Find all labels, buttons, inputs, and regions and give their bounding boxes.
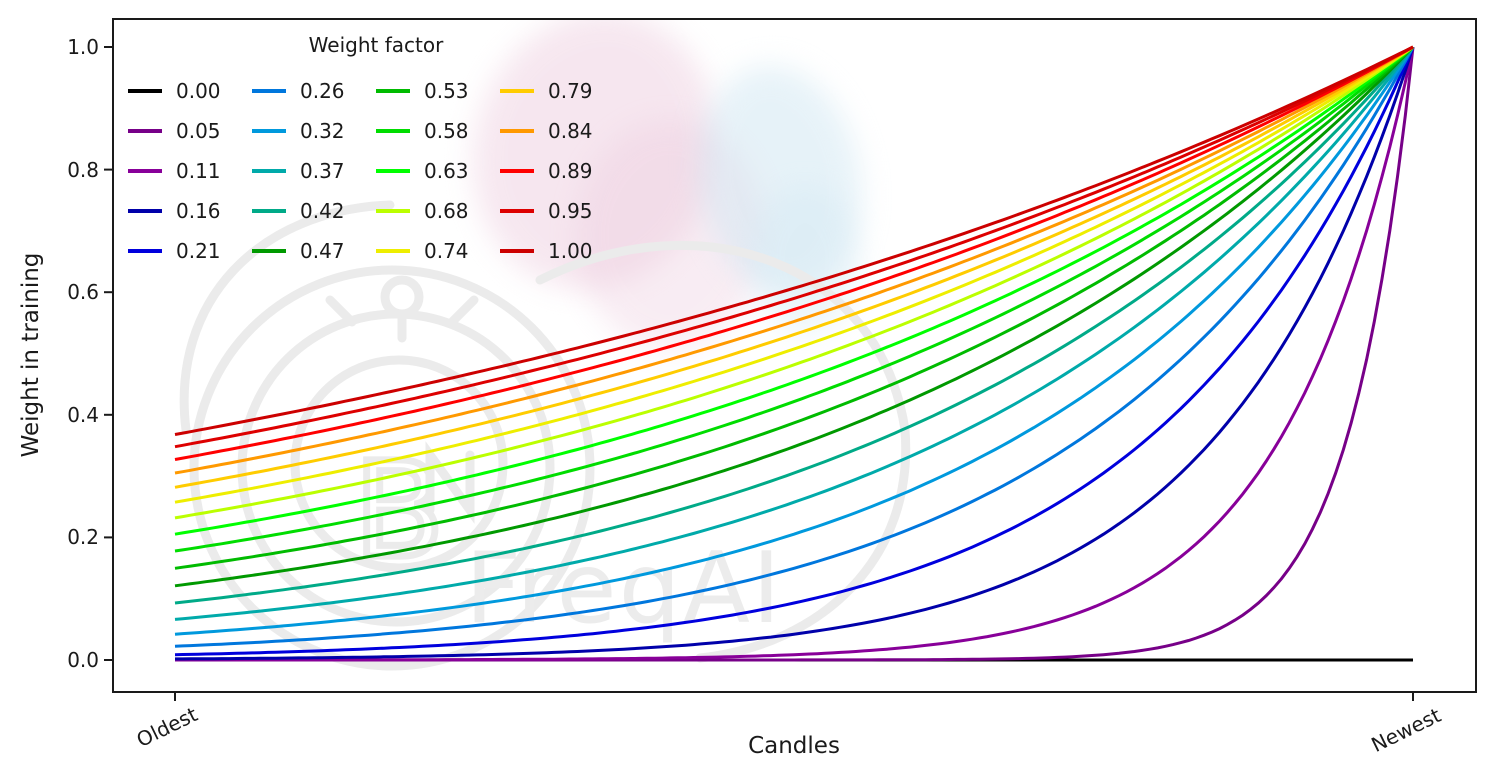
legend-entry: 0.05	[128, 111, 252, 151]
curve-1.00	[174, 45, 1414, 436]
legend-swatch-line	[128, 89, 162, 93]
curve-0.95	[174, 45, 1414, 449]
legend-entry: 0.47	[252, 231, 376, 271]
legend-swatch-line	[252, 129, 286, 133]
curve-0.16	[175, 46, 1415, 661]
legend-swatch-line	[252, 209, 286, 213]
legend-swatch-line	[128, 169, 162, 173]
legend-entry-label: 0.00	[176, 79, 221, 103]
legend-swatch-line	[500, 249, 534, 253]
legend-entry: 0.68	[376, 191, 500, 231]
y-tick-label: 0.0	[67, 648, 99, 672]
legend-entry-label: 0.47	[300, 239, 345, 263]
legend-entry-label: 0.95	[548, 199, 593, 223]
legend-swatch-line	[376, 89, 410, 93]
legend-swatch-line	[128, 209, 162, 213]
legend-entry: 0.58	[376, 111, 500, 151]
legend-entry-label: 0.21	[176, 239, 221, 263]
legend-swatch-line	[500, 89, 534, 93]
curve-0.32	[174, 46, 1415, 636]
legend-entry-label: 0.05	[176, 119, 221, 143]
legend-entry: 1.00	[500, 231, 624, 271]
legend-entry-label: 0.79	[548, 79, 593, 103]
curve-0.47	[174, 45, 1415, 588]
legend-entry-label: 0.32	[300, 119, 345, 143]
legend-entry: 0.26	[252, 71, 376, 111]
legend-grid: 0.00 0.05 0.11 0.16 0.21 0.26 0.32 0.37 0.42 0.47…	[128, 71, 628, 271]
legend-entry-label: 0.16	[176, 199, 221, 223]
y-tick-label: 0.6	[67, 280, 99, 305]
legend-entry: 0.11	[128, 151, 252, 191]
legend-swatch-line	[128, 129, 162, 133]
curve-0.58	[174, 45, 1414, 553]
legend-swatch-line	[252, 169, 286, 173]
legend-entry-label: 0.26	[300, 79, 345, 103]
legend-entry-label: 0.89	[548, 159, 593, 183]
legend-entry: 0.21	[128, 231, 252, 271]
legend-entry: 0.53	[376, 71, 500, 111]
legend-swatch-line	[376, 129, 410, 133]
curve-0.74	[174, 45, 1414, 504]
legend-entry-label: 0.74	[424, 239, 469, 263]
curve-0.89	[174, 45, 1414, 461]
curve-0.53	[174, 45, 1415, 570]
legend-swatch-line	[500, 169, 534, 173]
legend-swatch-line	[128, 249, 162, 253]
tick-marks	[104, 46, 1414, 701]
legend-swatch-line	[500, 129, 534, 133]
curve-0.11	[175, 46, 1415, 662]
legend-swatch-line	[376, 249, 410, 253]
curve-0.68	[174, 45, 1414, 520]
legend-swatch-line	[376, 169, 410, 173]
legend-entry-label: 0.63	[424, 159, 469, 183]
curves-group	[174, 45, 1415, 662]
legend-entry-label: 0.37	[300, 159, 345, 183]
legend-title: Weight factor	[308, 33, 444, 57]
curve-0.79	[174, 45, 1414, 489]
legend-swatch-line	[376, 209, 410, 213]
y-tick-label: 0.2	[67, 525, 99, 550]
curve-0.84	[174, 45, 1414, 475]
legend-entry-label: 1.00	[548, 239, 593, 263]
legend-entry: 0.79	[500, 71, 624, 111]
watermark-petals	[473, 20, 862, 350]
legend-entry-label: 0.58	[424, 119, 469, 143]
plot-border	[112, 18, 1477, 693]
legend-entry: 0.16	[128, 191, 252, 231]
legend-entry-label: 0.11	[176, 159, 221, 183]
curve-0.42	[174, 46, 1415, 605]
curve-0.21	[174, 46, 1415, 657]
legend-swatch-line	[252, 89, 286, 93]
legend-entry: 0.37	[252, 151, 376, 191]
y-tick-label: 1.0	[67, 35, 99, 59]
legend-entry-label: 0.53	[424, 79, 469, 103]
legend-entry: 0.84	[500, 111, 624, 151]
curve-0.37	[174, 46, 1415, 621]
legend-swatch-line	[500, 209, 534, 213]
legend-entry-label: 0.68	[424, 199, 469, 223]
curve-0.63	[174, 45, 1414, 536]
legend-entry: 0.42	[252, 191, 376, 231]
curve-0.26	[174, 46, 1415, 648]
legend-entry: 0.63	[376, 151, 500, 191]
legend-entry: 0.00	[128, 71, 252, 111]
y-tick-label: 0.8	[67, 157, 99, 182]
legend: Weight factor 0.00 0.05 0.11 0.16 0.21 0.26 0.…	[128, 33, 628, 271]
legend-entry: 0.95	[500, 191, 624, 231]
x-axis-label: Candles	[748, 733, 840, 759]
legend-entry: 0.74	[376, 231, 500, 271]
legend-entry: 0.32	[252, 111, 376, 151]
legend-entry-label: 0.84	[548, 119, 593, 143]
y-tick-label: 0.4	[67, 402, 99, 427]
legend-entry-label: 0.42	[300, 199, 345, 223]
legend-entry: 0.89	[500, 151, 624, 191]
legend-swatch-line	[252, 249, 286, 253]
